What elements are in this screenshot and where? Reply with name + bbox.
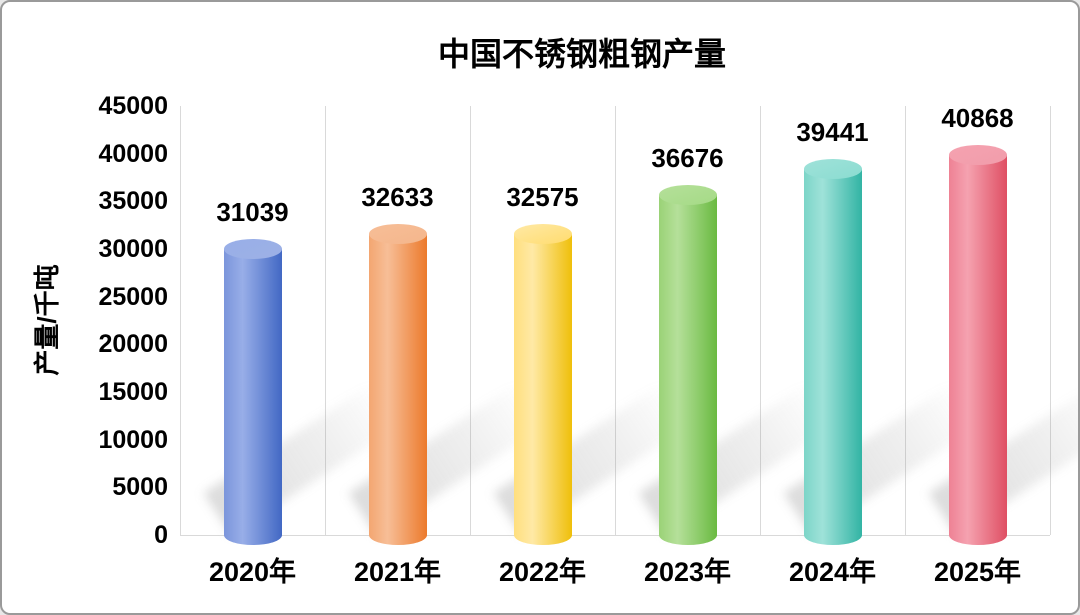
x-tick-label: 2025年: [933, 557, 1022, 587]
cylinder-bar-2021年: [368, 223, 427, 545]
chart-title: 中国不锈钢粗钢产量: [437, 36, 726, 72]
y-tick-label: 15000: [98, 378, 168, 406]
bar-value-label: 32633: [361, 181, 434, 212]
x-tick-label: 2024年: [788, 557, 877, 587]
category-gridline: [470, 106, 471, 535]
category-gridline: [1050, 106, 1051, 535]
category-gridline: [180, 106, 181, 535]
y-tick-label: 35000: [98, 187, 168, 216]
cylinder-bar-2025年: [948, 145, 1007, 545]
y-tick-label: 20000: [98, 330, 168, 359]
category-gridline: [905, 106, 906, 535]
cylinder-bar-2022年: [513, 224, 572, 545]
x-axis-baseline: [180, 535, 1050, 536]
y-tick-label: 45000: [98, 92, 168, 120]
cylinder-body: [368, 233, 427, 545]
y-tick-label: 25000: [98, 282, 168, 311]
cylinder-bar-2020年: [223, 239, 282, 545]
cylinder-body: [948, 155, 1007, 545]
cylinder-top-ellipse: [658, 185, 717, 206]
x-tick-label: 2023年: [643, 557, 732, 587]
cylinder-top-ellipse: [803, 158, 862, 179]
cylinder-bar-2024年: [803, 158, 862, 545]
category-gridline: [615, 106, 616, 535]
y-tick-label: 10000: [98, 425, 168, 454]
bar-value-label: 39441: [796, 116, 869, 147]
cylinder-top-ellipse: [948, 145, 1007, 166]
x-tick-label: 2022年: [498, 557, 587, 587]
bar-value-label: 32575: [506, 182, 579, 213]
y-tick-label: 30000: [98, 235, 168, 263]
bar-value-label: 31039: [216, 197, 289, 228]
cylinder-bar-2023年: [658, 185, 717, 545]
category-gridline: [325, 106, 326, 535]
cylinder-top-ellipse: [513, 224, 572, 245]
cylinder-top-ellipse: [223, 239, 282, 260]
y-tick-label: 5000: [112, 473, 168, 502]
bar-value-label: 40868: [941, 103, 1014, 134]
y-tick-label: 0: [154, 521, 168, 549]
x-tick-label: 2021年: [353, 557, 442, 587]
cylinder-body: [513, 234, 572, 545]
x-tick-label: 2020年: [208, 557, 297, 587]
bar-value-label: 36676: [651, 143, 724, 174]
cylinder-body: [658, 195, 717, 545]
cylinder-body: [223, 249, 282, 545]
category-gridline: [760, 106, 761, 535]
cylinder-body: [803, 168, 862, 545]
y-tick-label: 40000: [98, 139, 168, 168]
cylinder-top-ellipse: [368, 223, 427, 244]
